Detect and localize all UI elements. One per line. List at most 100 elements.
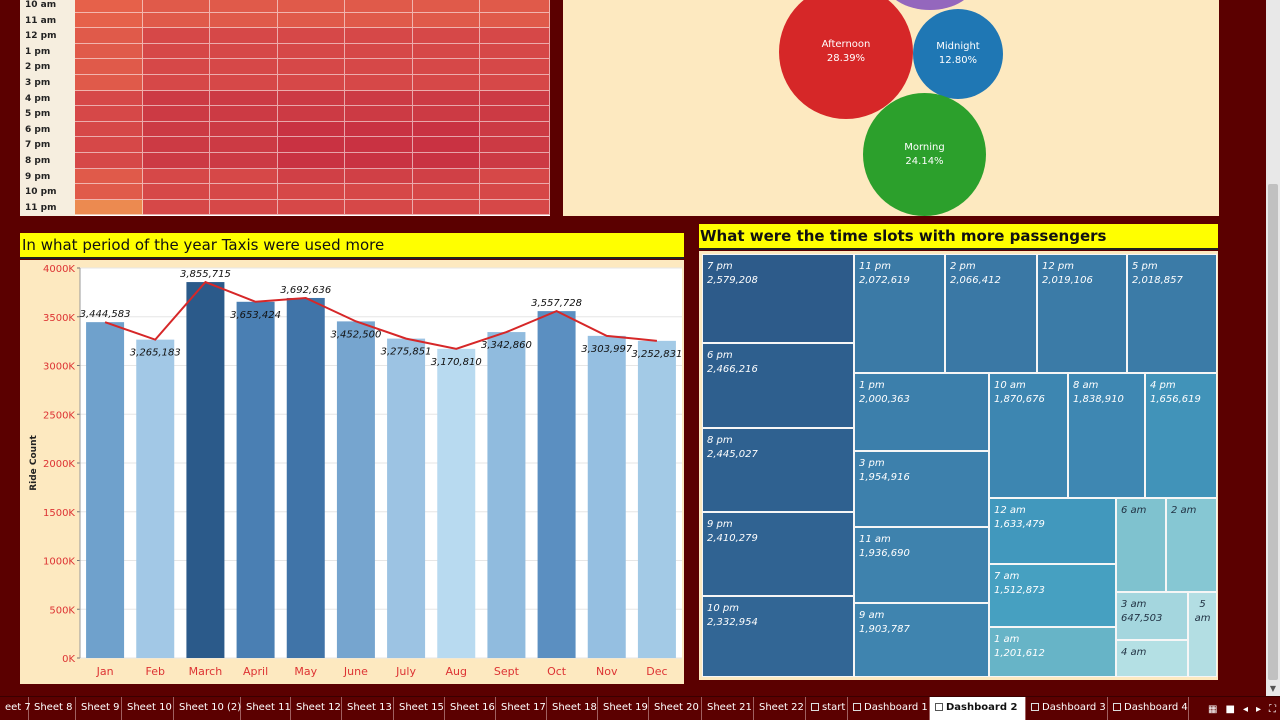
sheet-tab[interactable]: Sheet 17: [496, 697, 547, 720]
treemap-cell[interactable]: 9 pm 2,410,279: [702, 512, 854, 596]
heatmap-cell[interactable]: [345, 0, 413, 13]
treemap-cell[interactable]: 5 am: [1188, 592, 1217, 677]
heatmap-cell[interactable]: [278, 75, 345, 91]
heatmap-cell[interactable]: [143, 153, 210, 169]
heatmap-cell[interactable]: [210, 168, 278, 185]
heatmap-cell[interactable]: [413, 153, 480, 169]
heatmap-cell[interactable]: [210, 0, 278, 13]
heatmap-cell[interactable]: [413, 137, 480, 153]
heatmap-cell[interactable]: [75, 0, 143, 13]
heatmap-cell[interactable]: [278, 137, 345, 153]
heatmap-cell[interactable]: [345, 90, 413, 107]
heatmap-cell[interactable]: [278, 199, 345, 216]
bubble-morning[interactable]: Morning 24.14%: [863, 93, 986, 216]
heatmap-cell[interactable]: [210, 137, 278, 153]
sheet-tab[interactable]: Sheet 13: [342, 697, 394, 720]
treemap-cell[interactable]: 12 am 1,633,479: [989, 498, 1116, 564]
heatmap-cell[interactable]: [413, 75, 480, 91]
heatmap-cell[interactable]: [480, 28, 550, 44]
treemap-cell[interactable]: 10 am 1,870,676: [989, 373, 1068, 498]
treemap-cell[interactable]: 8 pm 2,445,027: [702, 428, 854, 512]
heatmap-cell[interactable]: [75, 90, 143, 107]
heatmap-cell[interactable]: [345, 199, 413, 216]
fullscreen-icon[interactable]: ⛶: [1269, 703, 1276, 715]
heatmap-cell[interactable]: [210, 184, 278, 200]
sheet-tab[interactable]: Sheet 8: [29, 697, 76, 720]
bar[interactable]: [336, 321, 375, 658]
heatmap-cell[interactable]: [143, 59, 210, 75]
heatmap-cell[interactable]: [480, 168, 550, 185]
heatmap-cell[interactable]: [413, 106, 480, 122]
heatmap-cell[interactable]: [278, 121, 345, 138]
heatmap-cell[interactable]: [143, 137, 210, 153]
sheet-tab[interactable]: Sheet 11: [241, 697, 291, 720]
heatmap-cell[interactable]: [143, 184, 210, 200]
heatmap-cell[interactable]: [278, 184, 345, 200]
bar[interactable]: [286, 297, 325, 658]
heatmap-cell[interactable]: [143, 43, 210, 60]
heatmap-cell[interactable]: [345, 106, 413, 122]
heatmap-cell[interactable]: [75, 121, 143, 138]
treemap-cell[interactable]: 11 am 1,936,690: [854, 527, 989, 603]
bubble-afternoon[interactable]: Afternoon 28.39%: [779, 0, 913, 119]
heatmap-cell[interactable]: [75, 43, 143, 60]
heatmap-cell[interactable]: [345, 59, 413, 75]
treemap-cell[interactable]: 12 pm 2,019,106: [1037, 254, 1127, 373]
sheet-tab[interactable]: Sheet 22: [754, 697, 806, 720]
heatmap-cell[interactable]: [345, 168, 413, 185]
heatmap-cell[interactable]: [210, 90, 278, 107]
sheet-tab[interactable]: Sheet 10: [122, 697, 174, 720]
heatmap-cell[interactable]: [278, 43, 345, 60]
treemap-cell[interactable]: 5 pm 2,018,857: [1127, 254, 1217, 373]
sheet-tab[interactable]: Sheet 18: [547, 697, 598, 720]
next-tab-icon[interactable]: ▸: [1255, 703, 1261, 715]
treemap-cell[interactable]: 8 am 1,838,910: [1068, 373, 1145, 498]
treemap-cell[interactable]: 4 pm 1,656,619: [1145, 373, 1217, 498]
heatmap-cell[interactable]: [75, 75, 143, 91]
scroll-thumb[interactable]: [1268, 184, 1278, 680]
grid-view-icon[interactable]: ▦: [1208, 703, 1218, 715]
heatmap-cell[interactable]: [143, 106, 210, 122]
filmstrip-icon[interactable]: ■: [1225, 703, 1235, 715]
heatmap-cell[interactable]: [480, 90, 550, 107]
heatmap-cell[interactable]: [278, 12, 345, 29]
treemap-cell[interactable]: 10 pm 2,332,954: [702, 596, 854, 677]
heatmap-cell[interactable]: [413, 199, 480, 216]
heatmap-cell[interactable]: [345, 75, 413, 91]
treemap-cell[interactable]: 1 am 1,201,612: [989, 627, 1116, 677]
treemap-cell[interactable]: 9 am 1,903,787: [854, 603, 989, 677]
heatmap-cell[interactable]: [413, 168, 480, 185]
heatmap-cell[interactable]: [210, 59, 278, 75]
heatmap-cell[interactable]: [480, 199, 550, 216]
heatmap-cell[interactable]: [413, 12, 480, 29]
heatmap-cell[interactable]: [143, 199, 210, 216]
treemap-cell[interactable]: 2 pm 2,066,412: [945, 254, 1037, 373]
bar[interactable]: [537, 311, 576, 658]
sheet-tab[interactable]: Dashboard 3: [1026, 697, 1108, 720]
heatmap-cell[interactable]: [345, 137, 413, 153]
heatmap-cell[interactable]: [345, 28, 413, 44]
bar[interactable]: [136, 339, 175, 658]
heatmap-cell[interactable]: [278, 0, 345, 13]
heatmap-cell[interactable]: [210, 75, 278, 91]
heatmap-cell[interactable]: [345, 184, 413, 200]
heatmap-cell[interactable]: [345, 43, 413, 60]
heatmap-cell[interactable]: [210, 43, 278, 60]
heatmap-cell[interactable]: [413, 184, 480, 200]
heatmap-cell[interactable]: [210, 199, 278, 216]
bar[interactable]: [437, 348, 476, 658]
treemap-cell[interactable]: 7 am 1,512,873: [989, 564, 1116, 627]
heatmap-cell[interactable]: [278, 168, 345, 185]
heatmap-cell[interactable]: [278, 90, 345, 107]
sheet-tab[interactable]: Dashboard 1: [848, 697, 930, 720]
heatmap-cell[interactable]: [278, 59, 345, 75]
heatmap-cell[interactable]: [413, 59, 480, 75]
heatmap-cell[interactable]: [413, 28, 480, 44]
bubble-evening[interactable]: [885, 0, 975, 10]
sheet-tab[interactable]: Sheet 16: [445, 697, 496, 720]
heatmap-cell[interactable]: [143, 168, 210, 185]
heatmap-cell[interactable]: [210, 121, 278, 138]
treemap-cell[interactable]: 3 am 647,503: [1116, 592, 1188, 640]
treemap-cell[interactable]: 6 pm 2,466,216: [702, 343, 854, 428]
heatmap-cell[interactable]: [143, 75, 210, 91]
